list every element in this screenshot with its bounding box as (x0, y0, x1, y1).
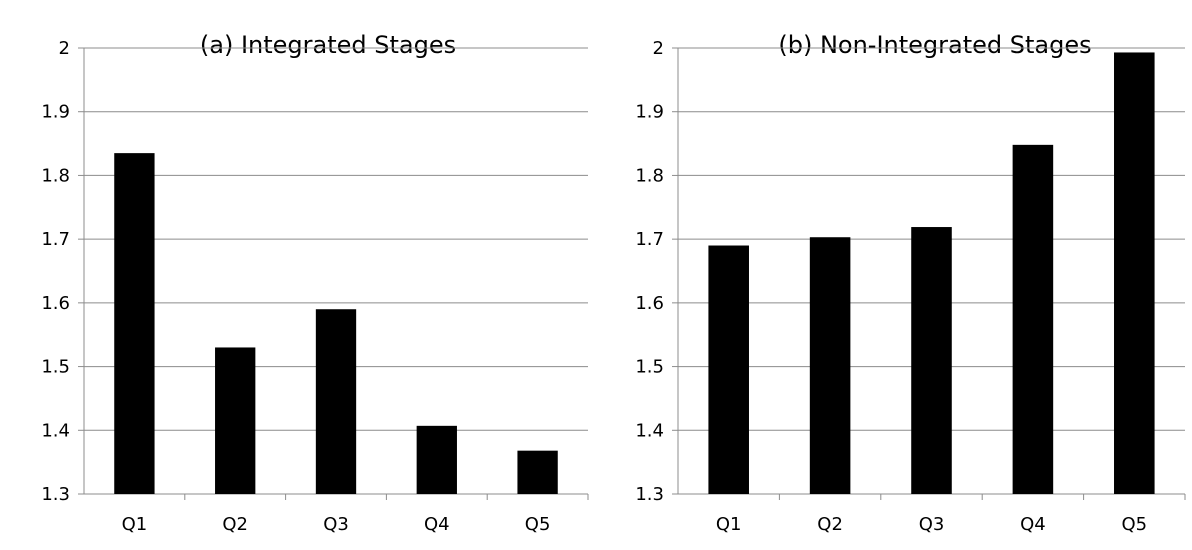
y-tick-label: 1.8 (635, 165, 664, 186)
x-tick-label-q5: Q5 (1121, 514, 1147, 535)
bar-q4 (416, 425, 457, 494)
bar-q2 (809, 237, 851, 495)
x-tick-label-q4: Q4 (1020, 514, 1046, 535)
bar-q5 (1114, 52, 1155, 495)
chart-title: (a) Integrated Stages (200, 31, 456, 59)
y-tick-label: 1.6 (635, 293, 664, 314)
y-tick-label: 1.5 (41, 357, 70, 378)
y-tick-label: 1.8 (41, 165, 70, 186)
bar-q4 (1012, 144, 1054, 494)
chart-non-integrated-stages: (b) Non-Integrated Stages 1.3 1.4 1.5 1.6 1.7… (635, 31, 1186, 535)
x-tick-label-q3: Q3 (323, 514, 349, 535)
y-tick-label: 2 (653, 38, 664, 59)
x-tick-label-q5: Q5 (525, 514, 551, 535)
bar-q1 (114, 153, 155, 494)
chart-integrated-stages: (a) Integrated Stages 1.3 1.4 1.5 1.6 1.7 1.8 1… (41, 31, 589, 535)
bar-q1 (708, 245, 749, 494)
bar-q3 (911, 227, 952, 495)
x-tick-label-q4: Q4 (424, 514, 450, 535)
y-tick-label: 1.9 (635, 102, 664, 123)
x-tick-label-q2: Q2 (817, 514, 843, 535)
y-tick-label: 1.7 (41, 229, 70, 250)
bar-q2 (215, 347, 256, 494)
y-tick-label: 1.3 (635, 484, 664, 505)
y-tick-label: 1.3 (41, 484, 70, 505)
y-tick-label: 1.6 (41, 293, 70, 314)
y-tick-label: 2 (59, 38, 70, 59)
bar-q5 (517, 450, 558, 494)
y-tick-label: 1.4 (41, 420, 70, 441)
y-tick-label: 1.4 (635, 420, 664, 441)
bar-q3 (315, 309, 357, 494)
x-tick-label-q1: Q1 (716, 514, 742, 535)
y-tick-label: 1.9 (41, 102, 70, 123)
x-tick-label-q1: Q1 (122, 514, 148, 535)
y-tick-label: 1.7 (635, 229, 664, 250)
y-tick-label: 1.5 (635, 357, 664, 378)
chart-title: (b) Non-Integrated Stages (778, 31, 1091, 59)
x-tick-label-q3: Q3 (919, 514, 945, 535)
x-tick-label-q2: Q2 (222, 514, 248, 535)
